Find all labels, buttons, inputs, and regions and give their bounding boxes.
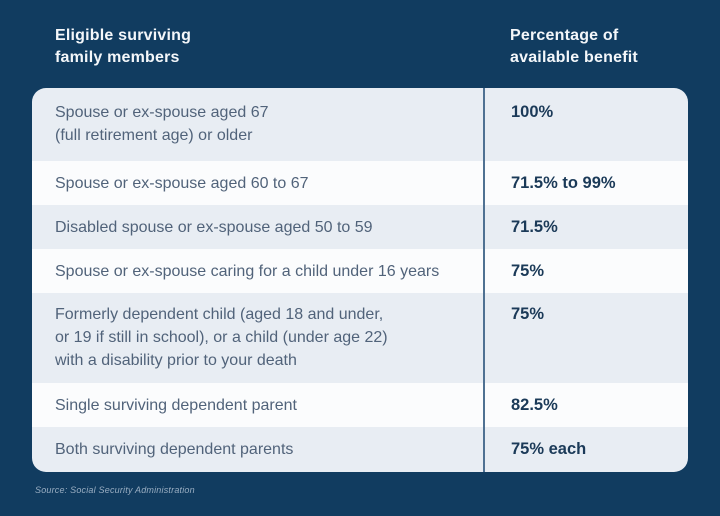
table-row: Single surviving dependent parent 82.5% (32, 383, 688, 427)
column-header-percentage: Percentage of available benefit (510, 27, 638, 66)
member-cell: Spouse or ex-spouse caring for a child u… (55, 262, 440, 280)
table-row: Disabled spouse or ex-spouse aged 50 to … (32, 205, 688, 249)
source-note: Source: Social Security Administration (35, 485, 195, 495)
table-row: Spouse or ex-spouse caring for a child u… (32, 249, 688, 293)
table-row: Formerly dependent child (aged 18 and un… (32, 293, 688, 383)
percentage-cell: 100% (483, 88, 688, 161)
percentage-cell: 75% each (483, 427, 688, 472)
percentage-cell: 75% (483, 293, 688, 383)
benefits-table: Spouse or ex-spouse aged 67 (full retire… (32, 88, 688, 472)
percentage-cell: 71.5% to 99% (483, 161, 688, 205)
member-cell: Disabled spouse or ex-spouse aged 50 to … (55, 218, 373, 236)
percentage-cell: 71.5% (483, 205, 688, 249)
percentage-cell: 82.5% (483, 383, 688, 427)
table-row: Spouse or ex-spouse aged 60 to 67 71.5% … (32, 161, 688, 205)
table-row: Spouse or ex-spouse aged 67 (full retire… (32, 88, 688, 161)
member-cell: Spouse or ex-spouse aged 60 to 67 (55, 174, 309, 192)
member-cell: Spouse or ex-spouse aged 67 (full retire… (55, 104, 269, 144)
table-row: Both surviving dependent parents 75% eac… (32, 427, 688, 472)
member-cell: Formerly dependent child (aged 18 and un… (55, 306, 388, 369)
percentage-cell: 75% (483, 249, 688, 293)
member-cell: Single surviving dependent parent (55, 396, 297, 414)
member-cell: Both surviving dependent parents (55, 441, 294, 458)
column-header-family-members: Eligible surviving family members (55, 27, 192, 66)
